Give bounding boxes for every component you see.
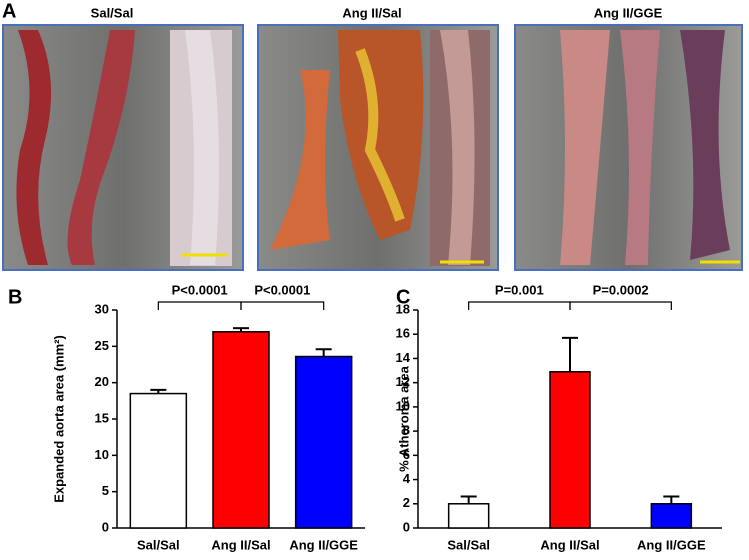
y-tick-label: 2: [403, 495, 410, 510]
x-tick-label: Sal/Sal: [447, 537, 490, 552]
y-tick-label: 15: [95, 410, 109, 425]
y-tick-label: 14: [396, 350, 411, 365]
annotation: P<0.0001: [254, 282, 310, 297]
photo-title: Sal/Sal: [91, 5, 134, 20]
bar: [447, 503, 490, 529]
x-tick-label: Ang II/Sal: [540, 537, 599, 552]
y-tick-label: 12: [396, 374, 410, 389]
y-axis-label: Expanded aorta area (mm²): [51, 335, 66, 503]
annotation: P=0.001: [495, 282, 544, 297]
bar: [129, 392, 188, 529]
bar: [549, 371, 591, 529]
photo-title: Ang II/GGE: [594, 5, 663, 20]
y-tick-label: 0: [403, 519, 410, 534]
y-tick-label: 20: [95, 374, 109, 389]
y-tick-label: 18: [396, 301, 410, 316]
x-tick-label: Ang II/GGE: [637, 537, 706, 552]
significance-bracket: [569, 301, 672, 310]
photo-title: Ang II/Sal: [342, 5, 401, 20]
y-tick-label: 8: [403, 423, 410, 438]
y-tick-label: 30: [95, 301, 109, 316]
significance-bracket: [240, 301, 325, 310]
y-tick-label: 25: [95, 338, 109, 353]
y-tick-label: 0: [102, 519, 109, 534]
bar: [212, 331, 270, 529]
panel-label: A: [2, 0, 16, 22]
annotation: P=0.0002: [593, 282, 649, 297]
y-tick-label: 4: [403, 471, 411, 486]
x-tick-label: Sal/Sal: [137, 537, 180, 552]
y-tick-label: 6: [403, 447, 410, 462]
bar: [650, 503, 693, 529]
significance-bracket: [468, 301, 571, 310]
y-tick-label: 16: [396, 326, 410, 341]
bar: [294, 355, 353, 529]
photo-panel: [2, 24, 244, 271]
y-tick-label: 5: [102, 483, 109, 498]
photo-panel: [257, 24, 499, 271]
significance-bracket: [157, 301, 242, 310]
annotation: P<0.0001: [172, 282, 228, 297]
y-tick-label: 10: [95, 447, 109, 462]
y-tick-label: 10: [396, 398, 410, 413]
y-axis-label: % Atheroma area: [396, 365, 411, 471]
photo-panel: [514, 24, 743, 271]
panel-label: B: [8, 286, 22, 308]
x-tick-label: Ang II/GGE: [289, 537, 358, 552]
x-tick-label: Ang II/Sal: [211, 537, 270, 552]
panel-label: C: [396, 286, 410, 308]
